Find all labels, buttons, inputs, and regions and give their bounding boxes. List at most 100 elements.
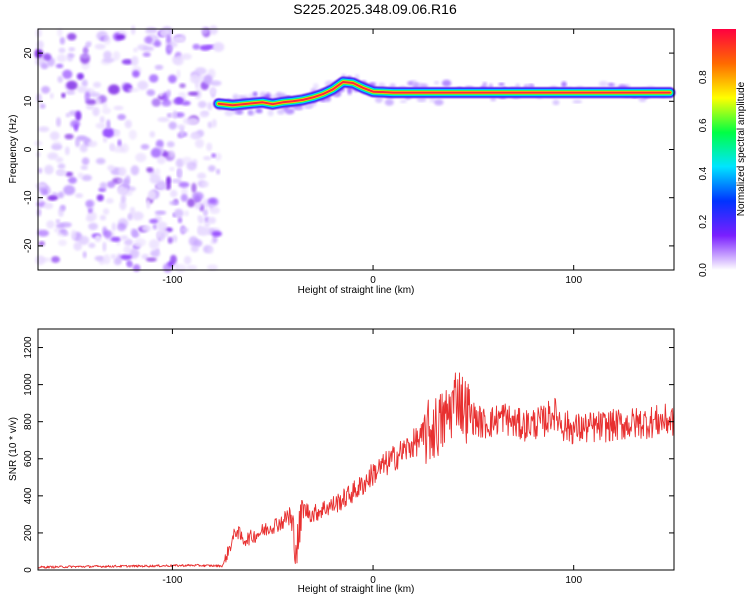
ridge-halo-blob: [384, 99, 394, 106]
noise-blob: [60, 222, 72, 228]
noise-blob: [177, 168, 183, 179]
noise-blob: [51, 256, 60, 263]
noise-blob: [190, 73, 200, 84]
noise-blob: [65, 90, 76, 95]
noise-blob: [56, 169, 67, 177]
noise-blob: [117, 178, 123, 184]
noise-blob: [115, 34, 126, 40]
x-tick-label: 0: [370, 575, 376, 586]
y-tick-label: 1000: [23, 373, 34, 396]
colorbar-tick-label: 0.4: [698, 166, 709, 180]
y-tick-label: -20: [23, 238, 34, 253]
noise-blob: [86, 211, 97, 222]
noise-blob: [146, 89, 156, 96]
noise-blob: [41, 86, 51, 94]
noise-blob: [63, 185, 76, 196]
noise-blob: [189, 133, 201, 140]
noise-blob: [62, 230, 68, 236]
noise-blob: [124, 238, 133, 246]
noise-blob: [77, 85, 88, 93]
noise-blob: [87, 140, 98, 148]
noise-blob: [172, 235, 178, 243]
noise-blob: [127, 213, 133, 220]
noise-blob: [129, 206, 136, 216]
noise-blob: [153, 40, 162, 47]
noise-blob: [110, 236, 121, 242]
noise-blob: [169, 189, 178, 198]
noise-blob: [154, 210, 167, 215]
noise-blob: [51, 144, 63, 150]
noise-blob: [144, 36, 153, 44]
ridge-halo-blob: [232, 93, 239, 100]
noise-blob: [116, 223, 127, 232]
ridge-halo-blob: [276, 109, 285, 115]
noise-blob: [56, 54, 67, 63]
noise-blob: [77, 172, 84, 179]
noise-blob: [212, 42, 225, 52]
ridge-halo-blob: [236, 109, 244, 115]
noise-blob: [148, 239, 160, 250]
noise-blob: [80, 53, 91, 59]
noise-blob: [166, 34, 172, 44]
noise-blob: [71, 229, 77, 240]
noise-blob: [57, 163, 66, 170]
noise-blob: [36, 200, 46, 208]
ridge-halo-blob: [375, 96, 383, 103]
noise-blob: [133, 47, 138, 53]
noise-blob: [102, 57, 115, 63]
noise-blob: [155, 180, 167, 191]
noise-blob: [186, 161, 197, 171]
noise-blob: [207, 246, 214, 254]
ridge-halo-blob: [638, 97, 647, 103]
ridge-band: [217, 81, 671, 107]
noise-blob: [199, 112, 209, 118]
noise-blob: [96, 194, 104, 202]
noise-blob: [134, 242, 143, 248]
noise-blob: [211, 153, 216, 158]
noise-blob: [169, 254, 177, 265]
noise-blob: [173, 208, 184, 218]
noise-blob: [214, 152, 222, 161]
noise-blob: [112, 51, 121, 61]
noise-blob: [194, 67, 207, 75]
noise-blob: [82, 251, 87, 259]
noise-blob: [57, 28, 63, 37]
noise-blob: [103, 35, 111, 45]
noise-blob: [196, 203, 202, 209]
noise-blob: [197, 100, 207, 109]
snr-x-axis-label: Height of straight line (km): [298, 584, 415, 595]
noise-blob: [99, 116, 105, 124]
noise-blob: [121, 59, 134, 65]
noise-blob: [180, 227, 189, 233]
noise-blob: [110, 254, 117, 259]
noise-blob: [64, 133, 74, 140]
noise-blob: [141, 225, 152, 232]
y-tick-label: 600: [23, 450, 34, 467]
noise-blob: [132, 264, 141, 272]
noise-blob: [174, 263, 187, 273]
noise-blob: [39, 103, 46, 109]
colorbar: 0.0 0.2 0.4 0.6 0.8 Normalized spectral ampl…: [698, 29, 747, 277]
noise-blob: [58, 239, 67, 246]
noise-blob: [131, 211, 144, 221]
noise-blob: [180, 53, 192, 60]
noise-blob: [155, 231, 161, 239]
noise-blob: [73, 241, 82, 251]
ridge-halo-blob: [572, 100, 583, 104]
noise-blob: [94, 255, 105, 262]
ridge-halo-blob: [252, 91, 258, 97]
noise-blob: [212, 234, 218, 244]
snr-y-axis-label: SNR (10 * v/v): [8, 417, 19, 481]
noise-blob: [75, 193, 84, 198]
noise-blob: [203, 74, 213, 85]
ridge-halo-blob: [552, 99, 560, 106]
noise-blob: [168, 74, 177, 84]
noise-blob: [108, 84, 120, 95]
frequency-ridge: [213, 73, 676, 117]
noise-blob: [94, 43, 106, 50]
noise-blob: [68, 176, 77, 184]
noise-blob: [38, 126, 50, 133]
